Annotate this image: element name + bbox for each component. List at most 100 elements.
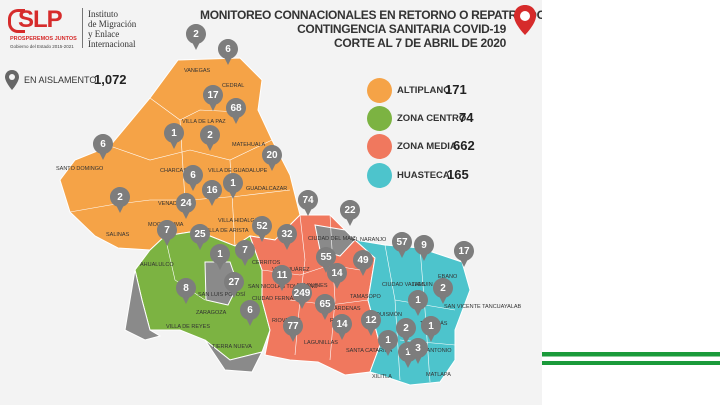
page-title: MONITOREO CONNACIONALES EN RETORNO O REP… [200,8,542,50]
pin-stem [229,191,237,199]
municipality-label: CERRITOS [252,260,281,266]
municipality-pin: 77 [283,316,303,342]
municipality-label: CIUDAD VALLES [382,282,425,288]
institute-line: y Enlace [88,29,120,39]
municipality-label: VANEGAS [184,68,211,74]
pin-icon [396,318,416,338]
pin-stem [359,268,367,276]
pin-icon [110,187,130,207]
pin-icon [454,241,474,261]
pin-icon [414,235,434,255]
pin-count: 7 [242,245,248,256]
municipality-label: GUADALCAZAR [246,186,287,192]
pin-icon [292,283,312,303]
pin-stem [99,152,107,160]
pin-stem [338,332,346,340]
pin-stem [241,258,249,266]
pin-stem [196,242,204,250]
title-line: CORTE AL 7 DE ABRIL DE 2020 [334,36,506,50]
pin-stem [170,141,178,149]
pin-icon [298,190,318,210]
pin-icon [203,85,223,105]
pin-icon [327,263,347,283]
title-line: MONITOREO CONNACIONALES EN RETORNO O REP… [200,8,542,22]
pin-count: 68 [230,103,242,114]
pin-stem [246,318,254,326]
municipality-pin: 1 [421,316,441,342]
municipality-pin: 32 [277,224,297,250]
municipality-pin: 25 [190,224,210,250]
pin-count: 1 [230,178,236,189]
pin-count: 17 [207,90,219,101]
pin-count: 65 [319,299,331,310]
logo-divider [82,8,83,48]
municipality-label: CIUDAD FERNÁNDEZ [252,295,309,302]
municipality-pin: 24 [176,193,196,219]
municipality-label: MATEHUALA [232,142,266,148]
pin-icon [272,265,292,285]
municipality-label: SALINAS [106,232,130,238]
pin-stem [346,218,354,226]
pin-icon [262,145,282,165]
pin-count: 1 [428,321,434,332]
municipality-label: SAN ANTONIO [414,348,452,354]
municipality-label: EL NARANJO [352,237,387,243]
pin-icon [361,310,381,330]
pin-stem [333,281,341,289]
municipality-label: LAGUNILLAS [304,340,338,346]
logo-subtagline: Gobierno del Estado 2015-2021 [10,44,74,49]
municipality-label: SAN VICENTE TANCUAYALAB [444,304,522,310]
legend-value: 74 [459,110,474,125]
pin-stem [209,103,217,111]
pin-stem [116,205,124,213]
municipality-pin: 17 [454,241,474,267]
municipality-pin: 20 [262,145,282,171]
pin-icon [433,278,453,298]
pin-stem [398,250,406,258]
pin-count: 57 [396,237,408,248]
region-unreported-south [204,339,263,373]
pin-icon [277,224,297,244]
pin-icon [252,216,272,236]
municipality-label: VENADO [158,201,182,207]
pin-icon [315,294,335,314]
legend-swatch [367,163,392,188]
pin-count: 2 [193,29,199,40]
legend-label: ZONA MEDIA [397,141,457,152]
pin-icon [5,70,19,90]
pin-stem [230,290,238,298]
pin-icon [164,123,184,143]
pin-icon [93,134,113,154]
pin-stem [182,211,190,219]
municipality-pin: 11 [272,265,292,291]
location-pin-icon [514,5,536,35]
municipality-pin: 1 [210,244,230,270]
pin-count: 24 [180,198,192,209]
municipality-pin: 7 [235,240,255,266]
state-map: VANEGAS CEDRAL VILLA DE LA PAZ MATEHUALA… [56,24,522,386]
infographic-card: SLP PROSPEREMOS JUNTOS Gobierno del Esta… [0,0,542,405]
institute-line: Instituto [88,9,119,19]
municipality-pin: 14 [332,314,352,340]
pin-count: 249 [294,288,311,299]
side-panel [542,0,720,405]
pin-stem [304,208,312,216]
pin-stem [216,262,224,270]
pin-icon [176,193,196,213]
municipality-pin: 22 [340,200,360,226]
flag-stripe-bottom [542,361,720,365]
legend-label: ALTIPLANO [397,85,451,96]
pin-stem [404,360,412,368]
municipality-pin: 2 [433,278,453,304]
municipality-label: ALAQUINES [296,283,328,289]
pin-count: 55 [320,252,332,263]
legend-label: HUASTECA [397,170,450,181]
pin-icon [340,200,360,220]
pin-icon [353,250,373,270]
pin-count: 2 [117,192,123,203]
legend-value: 662 [453,138,475,153]
pin-icon [316,247,336,267]
municipality-label: VILLA HIDALGO [218,218,260,224]
municipality-label: ZARAGOZA [196,310,227,316]
